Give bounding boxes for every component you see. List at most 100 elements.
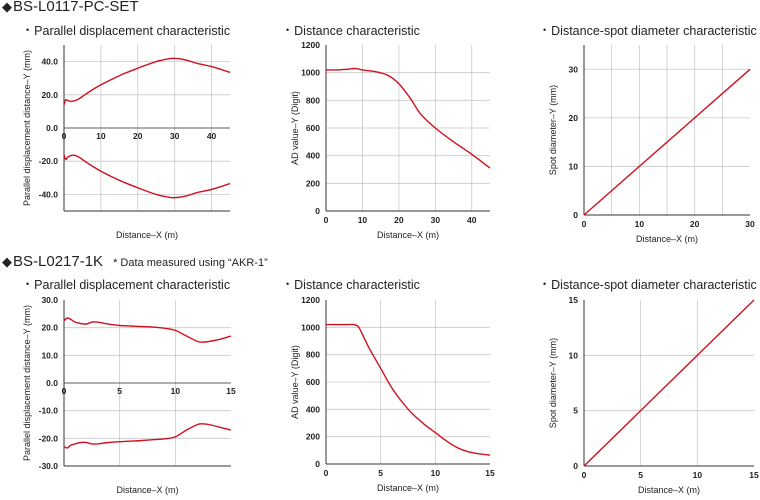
x-tick-label: 10 (96, 131, 106, 141)
bullet-dot-icon: • (26, 279, 30, 289)
y-tick-label: 400 (306, 151, 320, 161)
bullet-dot-icon: • (286, 279, 290, 289)
distance-characteristic-chart-2: 0 200 400 600 800 1000 1200 0 5 10 15 Distance–X (m… (290, 295, 495, 493)
y-tick-label: -20.0 (39, 433, 59, 443)
x-tick-label: 20 (690, 219, 700, 229)
y-tick-label: -20.0 (39, 156, 59, 166)
series-line (325, 67, 491, 169)
x-tick-label: 30 (745, 219, 755, 229)
x-tick-label: 0 (582, 470, 587, 480)
series-line (63, 423, 232, 449)
y-axis-label: Parallel displacement distance–Y (mm) (22, 305, 32, 461)
x-tick-label: 0 (324, 468, 329, 478)
y-axis-label: AD value–Y (Digit) (290, 91, 300, 165)
x-tick-label: 20 (133, 131, 143, 141)
x-tick-label: 10 (431, 468, 441, 478)
x-axis-label: Distance–X (m) (636, 234, 698, 244)
y-tick-label: 20 (569, 113, 579, 123)
y-axis-label: Spot diameter–Y (mm) (548, 338, 558, 428)
chart-title-text: Parallel displacement characteristic (34, 278, 231, 292)
y-tick-label: 30 (569, 64, 579, 74)
series-line (63, 154, 231, 199)
x-tick-label: 0 (62, 386, 67, 396)
x-axis-label: Distance–X (m) (377, 483, 439, 493)
x-tick-label: 15 (226, 386, 236, 396)
x-axis-label: Distance–X (m) (377, 230, 439, 240)
section-note: * Data measured using “AKR-1” (113, 257, 268, 269)
x-tick-label: 15 (485, 468, 495, 478)
y-tick-label: 400 (306, 404, 320, 414)
y-tick-label: 1000 (301, 68, 320, 78)
bullet-dot-icon: • (286, 25, 290, 35)
x-tick-label: 15 (749, 470, 759, 480)
y-tick-label: 30.0 (41, 295, 58, 305)
y-tick-label: 1000 (301, 322, 320, 332)
y-tick-label: 10 (569, 161, 579, 171)
y-tick-label: 0 (315, 459, 320, 469)
x-tick-label: 5 (638, 470, 643, 480)
y-tick-label: 600 (306, 123, 320, 133)
x-tick-label: 40 (467, 215, 477, 225)
chart-title-text: Distance-spot diameter characteristic (551, 278, 757, 292)
x-axis-label: Distance–X (m) (116, 230, 178, 240)
diamond-bullet-icon: ◆ (2, 0, 12, 14)
y-tick-label: 0 (573, 461, 578, 471)
y-axis-label: Parallel displacement distance–Y (mm) (22, 50, 32, 206)
y-axis-label: AD value–Y (Digit) (290, 345, 300, 419)
bullet-dot-icon: • (543, 279, 547, 289)
x-axis-label: Distance–X (m) (638, 485, 700, 495)
spot-diameter-chart-2: 0 5 10 15 0 5 10 15 Distance–X (m) Spot diameter–… (548, 295, 759, 495)
y-tick-label: 200 (306, 178, 320, 188)
chart-title: • Distance characteristic (286, 278, 420, 292)
series-line (63, 57, 231, 106)
chart-title: • Distance characteristic (286, 24, 420, 38)
spot-diameter-chart-1: 0 10 20 30 0 10 20 30 Distance–X (m) Spot diamete… (548, 45, 755, 244)
series-line (63, 317, 232, 343)
x-tick-label: 20 (394, 215, 404, 225)
chart-title: • Parallel displacement characteristic (26, 278, 230, 292)
y-tick-label: 15 (569, 295, 579, 305)
y-tick-label: 20.0 (41, 90, 58, 100)
chart-title-text: Distance-spot diameter characteristic (551, 24, 757, 38)
x-tick-label: 10 (358, 215, 368, 225)
parallel-displacement-chart-2: 30.0 20.0 10.0 0.0 -10.0 -20.0 -30.0 0 5 10 15 Dist… (22, 295, 236, 495)
y-tick-label: 10.0 (41, 350, 58, 360)
series-line (326, 323, 491, 456)
y-tick-label: 600 (306, 377, 320, 387)
chart-title: • Distance-spot diameter characteristic (543, 24, 757, 38)
y-tick-label: 800 (306, 350, 320, 360)
chart-title-text: Parallel displacement characteristic (34, 24, 231, 38)
x-tick-label: 40 (207, 131, 217, 141)
x-tick-label: 10 (635, 219, 645, 229)
x-tick-label: 30 (431, 215, 441, 225)
y-tick-label: 40.0 (41, 57, 58, 67)
chart-title: • Distance-spot diameter characteristic (543, 278, 757, 292)
diamond-bullet-icon: ◆ (2, 254, 12, 269)
y-tick-label: 1200 (301, 295, 320, 305)
x-tick-label: 10 (171, 386, 181, 396)
y-tick-label: 0 (315, 206, 320, 216)
model-name: BS-L0217-1K (13, 253, 104, 270)
x-tick-label: 5 (117, 386, 122, 396)
y-tick-label: 10 (569, 350, 579, 360)
bullet-dot-icon: • (543, 25, 547, 35)
x-tick-label: 5 (378, 468, 383, 478)
y-tick-label: 0 (573, 210, 578, 220)
section-title-1: ◆BS-L0117-PC-SET (2, 0, 149, 15)
parallel-displacement-chart-1: 40.0 20.0 0.0 -20.0 -40.0 0 10 20 30 40 Distance–X… (22, 45, 231, 240)
y-tick-label: -10.0 (39, 406, 59, 416)
x-axis-label: Distance–X (m) (116, 485, 178, 495)
y-tick-label: 1200 (301, 40, 320, 50)
y-tick-label: 0.0 (46, 378, 58, 388)
y-axis-label: Spot diameter–Y (mm) (548, 85, 558, 175)
bullet-dot-icon: • (26, 25, 30, 35)
chart-title: • Parallel displacement characteristic (26, 24, 230, 38)
x-tick-label: 0 (62, 131, 67, 141)
section-title-2: ◆BS-L0217-1K * Data measured using “AKR-1… (2, 253, 268, 270)
x-tick-label: 10 (693, 470, 703, 480)
y-tick-label: -30.0 (39, 461, 59, 471)
series-line (583, 299, 755, 467)
distance-characteristic-chart-1: 0 200 400 600 800 1000 1200 0 10 20 30 40 Distance–X… (290, 40, 491, 240)
y-tick-label: 20.0 (41, 323, 58, 333)
x-tick-label: 0 (582, 219, 587, 229)
